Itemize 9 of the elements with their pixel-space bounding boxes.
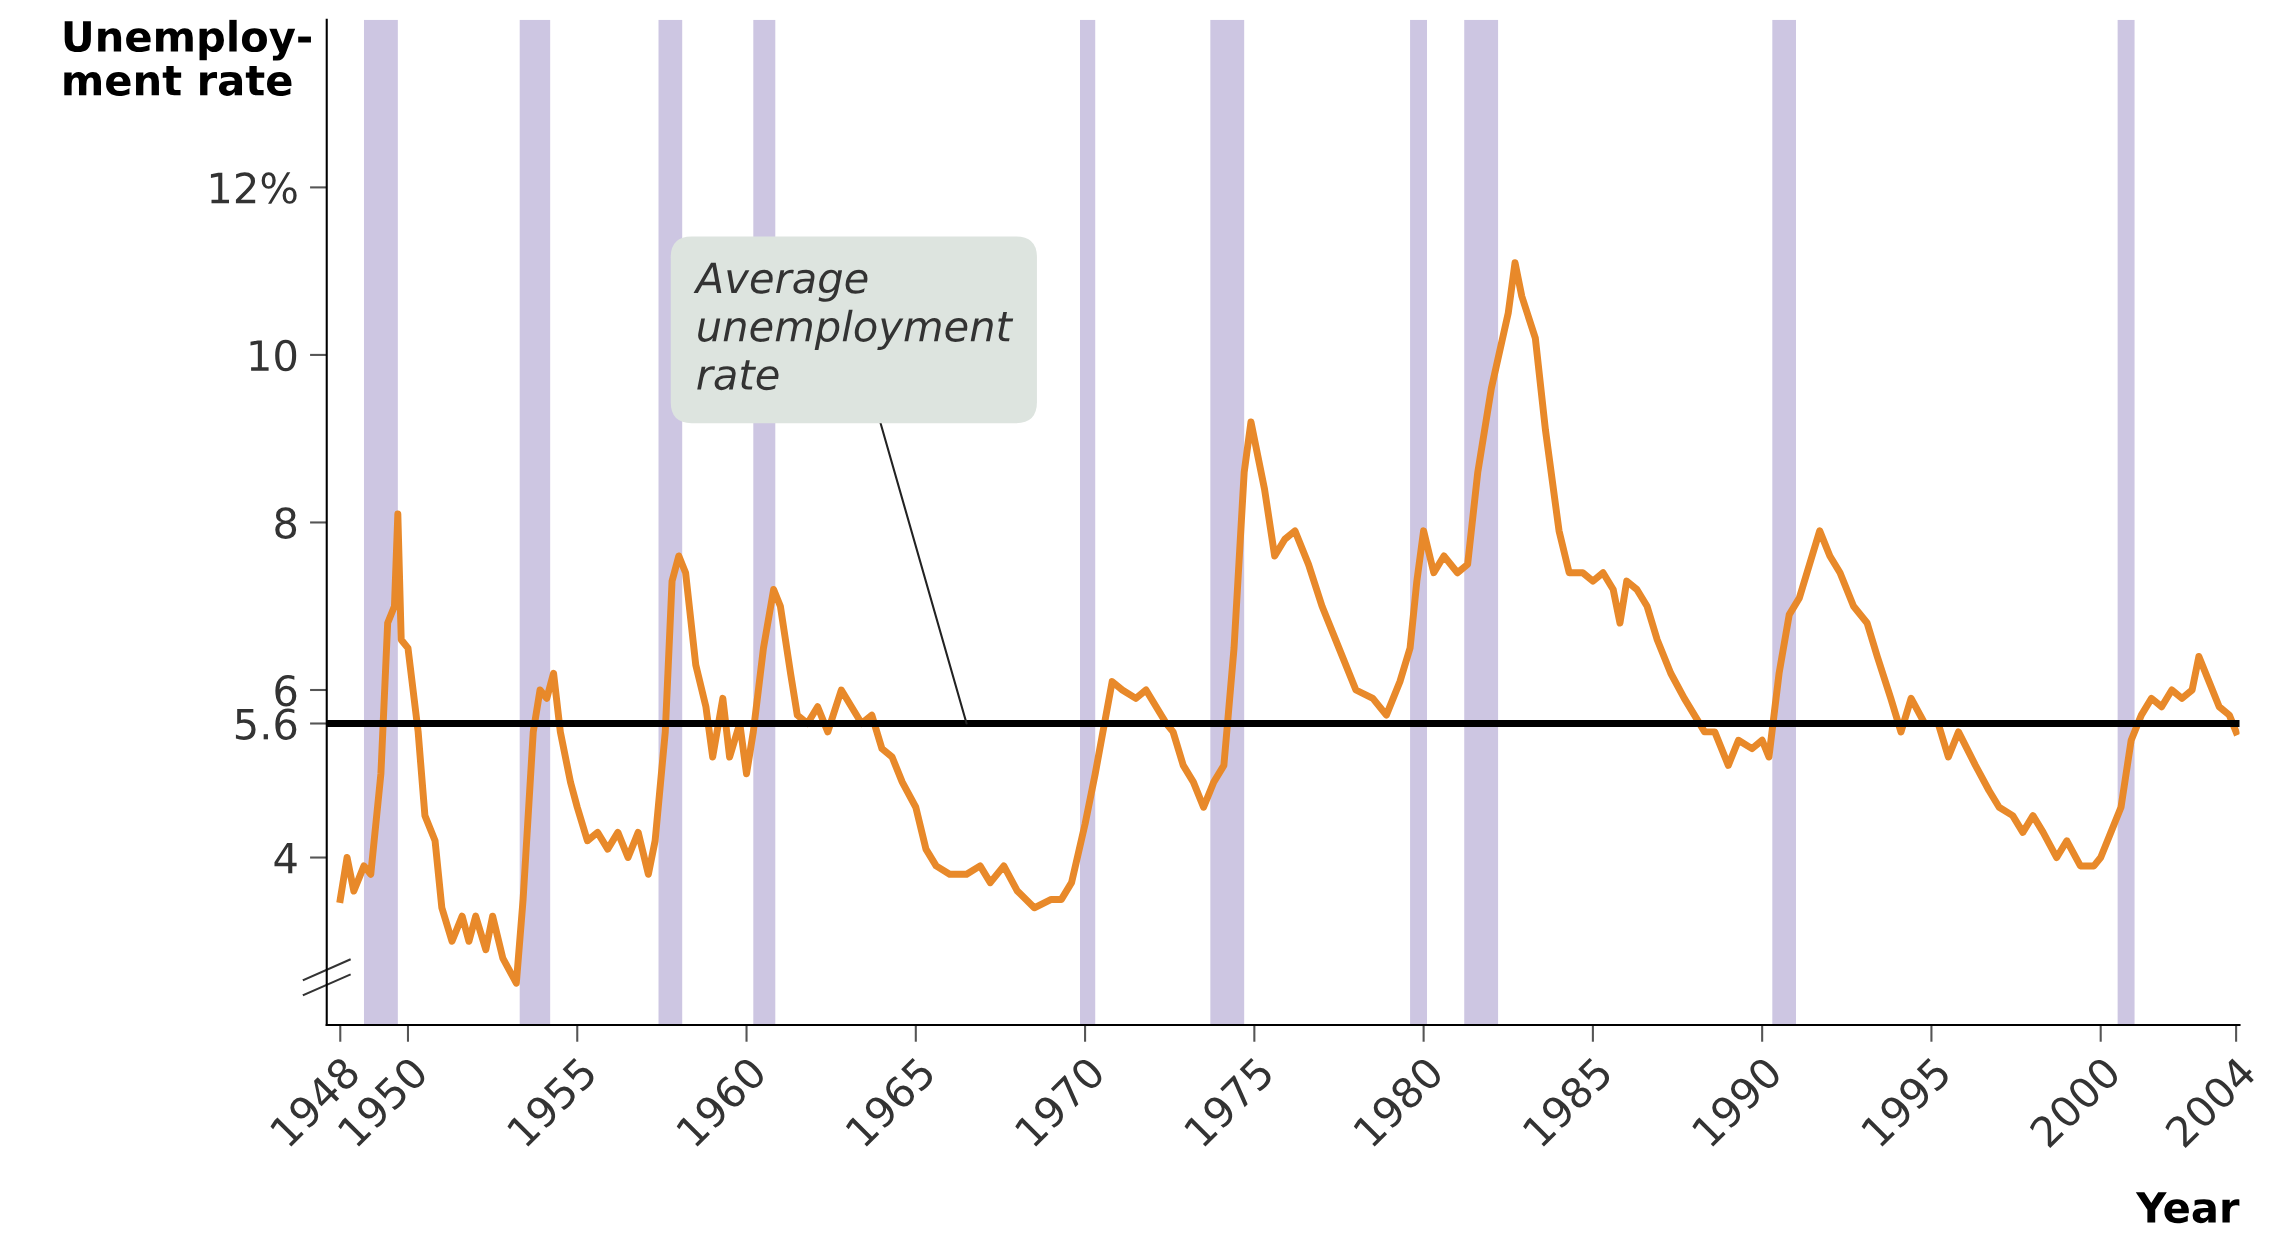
x-axis-title: Year [2135, 1192, 2240, 1224]
y-tick-label: 8 [275, 507, 297, 539]
y-tick-label: 12% [210, 172, 297, 204]
y-axis-title: Unemploy- ment rate [64, 19, 311, 96]
y-tick-label: 10 [250, 339, 297, 372]
annotation: Average unemployment rate [693, 262, 1014, 391]
y-tick-label: 4 [274, 842, 297, 874]
y-tick-label: 6 [275, 674, 297, 707]
y-tick-label: 5.6 [235, 708, 297, 740]
